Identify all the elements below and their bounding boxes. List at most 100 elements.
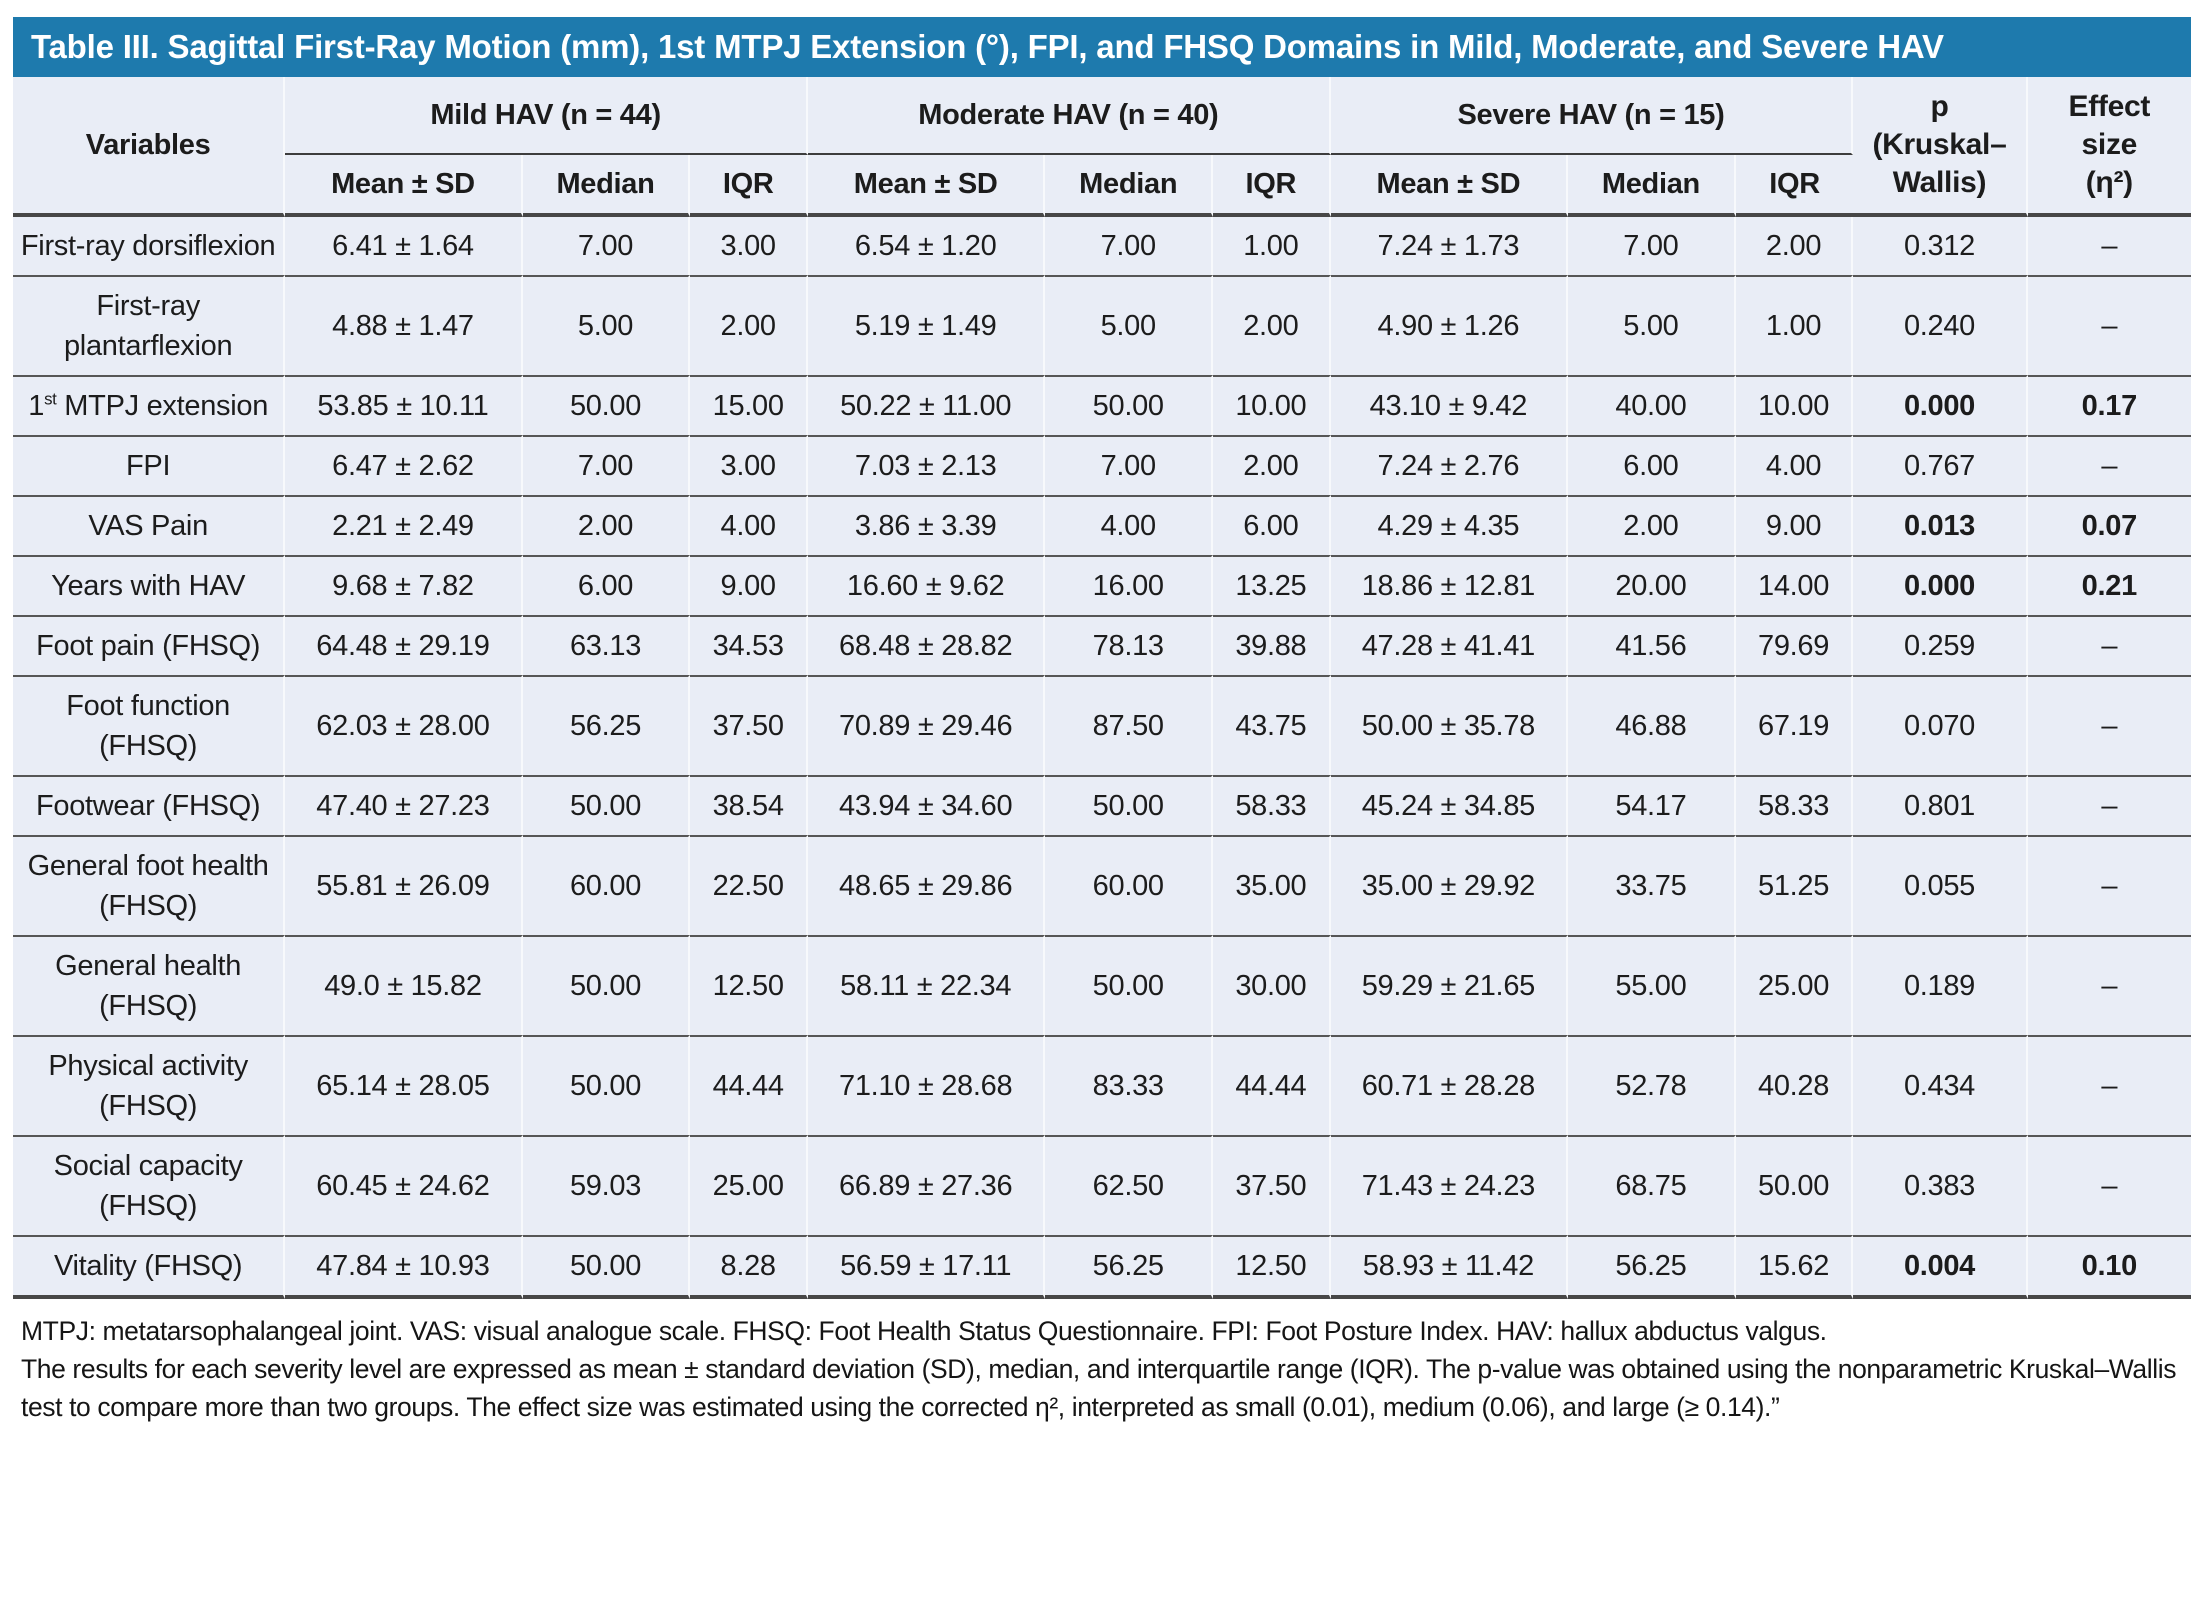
cell-moderate-median: 50.00 [1045, 935, 1214, 1035]
table-row: FPI 6.47 ± 2.62 7.00 3.00 7.03 ± 2.13 7.… [13, 435, 2191, 495]
cell-moderate-median: 4.00 [1045, 495, 1214, 555]
table-content: Table III. Sagittal First-Ray Motion (mm… [13, 17, 2191, 1426]
column-header-p-kruskal-wallis: p (Kruskal– Wallis) [1853, 77, 2028, 217]
cell-effect-size: 0.10 [2027, 1235, 2191, 1299]
cell-severe-median: 40.00 [1568, 375, 1736, 435]
cell-mild-median: 59.03 [522, 1135, 691, 1235]
cell-mild-median: 63.13 [522, 615, 691, 675]
row-variable-label: 1st MTPJ extension [13, 375, 286, 435]
cell-severe-iqr: 67.19 [1735, 675, 1854, 775]
table-body: First-ray dorsiflexion 6.41 ± 1.64 7.00 … [13, 217, 2191, 1299]
cell-moderate-iqr: 6.00 [1213, 495, 1331, 555]
cell-moderate-mean-sd: 56.59 ± 17.11 [807, 1235, 1046, 1299]
cell-mild-iqr: 37.50 [690, 675, 808, 775]
cell-mild-mean-sd: 55.81 ± 26.09 [285, 835, 523, 935]
row-variable-label: Social capacity (FHSQ) [13, 1135, 286, 1235]
cell-mild-mean-sd: 65.14 ± 28.05 [285, 1035, 523, 1135]
cell-mild-median: 50.00 [522, 935, 691, 1035]
cell-severe-median: 68.75 [1568, 1135, 1736, 1235]
cell-effect-size: – [2027, 275, 2191, 375]
cell-mild-mean-sd: 47.84 ± 10.93 [285, 1235, 523, 1299]
cell-mild-mean-sd: 6.47 ± 2.62 [285, 435, 523, 495]
table-row: Years with HAV 9.68 ± 7.82 6.00 9.00 16.… [13, 555, 2191, 615]
row-variable-label: Foot pain (FHSQ) [13, 615, 286, 675]
cell-mild-mean-sd: 60.45 ± 24.62 [285, 1135, 523, 1235]
cell-mild-mean-sd: 47.40 ± 27.23 [285, 775, 523, 835]
cell-severe-iqr: 50.00 [1735, 1135, 1854, 1235]
cell-mild-iqr: 25.00 [690, 1135, 808, 1235]
cell-mild-mean-sd: 4.88 ± 1.47 [285, 275, 523, 375]
cell-moderate-iqr: 2.00 [1213, 435, 1331, 495]
cell-moderate-mean-sd: 16.60 ± 9.62 [807, 555, 1046, 615]
cell-mild-median: 7.00 [523, 217, 691, 275]
cell-moderate-iqr: 58.33 [1213, 775, 1331, 835]
table-row: 1st MTPJ extension 53.85 ± 10.11 50.00 1… [13, 375, 2191, 435]
cell-severe-median: 55.00 [1568, 935, 1736, 1035]
cell-severe-median: 33.75 [1568, 835, 1736, 935]
cell-severe-median: 2.00 [1568, 495, 1736, 555]
table-row: Foot pain (FHSQ) 64.48 ± 29.19 63.13 34.… [13, 615, 2191, 675]
cell-mild-median: 60.00 [522, 835, 691, 935]
cell-p-value: 0.055 [1853, 835, 2028, 935]
table-row: VAS Pain 2.21 ± 2.49 2.00 4.00 3.86 ± 3.… [13, 495, 2191, 555]
column-header-effect-size: Effect size (η²) [2027, 77, 2191, 217]
cell-mild-iqr: 3.00 [690, 435, 808, 495]
cell-effect-size: 0.07 [2027, 495, 2191, 555]
cell-moderate-iqr: 1.00 [1213, 217, 1331, 275]
results-table: Variables Mild HAV (n = 44) Moderate HAV… [13, 77, 2191, 1299]
table-row: Footwear (FHSQ) 47.40 ± 27.23 50.00 38.5… [13, 775, 2191, 835]
row-variable-label: Physical activity (FHSQ) [13, 1035, 286, 1135]
cell-severe-mean-sd: 7.24 ± 1.73 [1331, 217, 1569, 275]
cell-severe-iqr: 79.69 [1735, 615, 1854, 675]
row-variable-label: Foot function (FHSQ) [13, 675, 286, 775]
cell-severe-mean-sd: 4.29 ± 4.35 [1330, 495, 1569, 555]
cell-moderate-median: 78.13 [1045, 615, 1214, 675]
cell-moderate-iqr: 12.50 [1213, 1235, 1331, 1299]
cell-severe-iqr: 9.00 [1735, 495, 1854, 555]
cell-severe-iqr: 51.25 [1735, 835, 1854, 935]
cell-mild-mean-sd: 6.41 ± 1.64 [285, 217, 523, 275]
cell-severe-mean-sd: 4.90 ± 1.26 [1330, 275, 1569, 375]
row-variable-label: VAS Pain [13, 495, 286, 555]
table-row: First-ray dorsiflexion 6.41 ± 1.64 7.00 … [13, 217, 2191, 275]
cell-mild-iqr: 22.50 [690, 835, 808, 935]
row-variable-label: Years with HAV [13, 555, 286, 615]
cell-effect-size: – [2027, 835, 2191, 935]
cell-severe-iqr: 4.00 [1735, 435, 1854, 495]
cell-mild-iqr: 3.00 [690, 217, 808, 275]
table-row: Foot function (FHSQ) 62.03 ± 28.00 56.25… [13, 675, 2191, 775]
cell-severe-mean-sd: 59.29 ± 21.65 [1330, 935, 1569, 1035]
cell-severe-iqr: 14.00 [1735, 555, 1854, 615]
cell-mild-mean-sd: 53.85 ± 10.11 [285, 375, 523, 435]
row-variable-label: Footwear (FHSQ) [13, 775, 286, 835]
table-title: Table III. Sagittal First-Ray Motion (mm… [31, 28, 1944, 65]
cell-moderate-mean-sd: 68.48 ± 28.82 [807, 615, 1046, 675]
subcolumn-mild-iqr: IQR [690, 155, 808, 217]
column-group-mild: Mild HAV (n = 44) [285, 77, 808, 155]
table-row: Physical activity (FHSQ) 65.14 ± 28.05 5… [13, 1035, 2191, 1135]
cell-severe-mean-sd: 47.28 ± 41.41 [1330, 615, 1569, 675]
cell-moderate-median: 56.25 [1045, 1235, 1214, 1299]
table-row: Social capacity (FHSQ) 60.45 ± 24.62 59.… [13, 1135, 2191, 1235]
cell-mild-iqr: 44.44 [690, 1035, 808, 1135]
cell-severe-iqr: 25.00 [1735, 935, 1854, 1035]
cell-mild-iqr: 34.53 [690, 615, 808, 675]
cell-mild-median: 5.00 [522, 275, 691, 375]
cell-mild-iqr: 4.00 [690, 495, 808, 555]
cell-severe-iqr: 15.62 [1735, 1235, 1854, 1299]
footnote-abbreviations: MTPJ: metatarsophalangeal joint. VAS: vi… [21, 1316, 1827, 1346]
row-variable-label: FPI [13, 435, 286, 495]
cell-severe-mean-sd: 7.24 ± 2.76 [1330, 435, 1569, 495]
cell-effect-size: 0.17 [2027, 375, 2191, 435]
cell-effect-size: – [2027, 1035, 2191, 1135]
row-variable-label: First-ray dorsiflexion [13, 217, 286, 275]
cell-effect-size: – [2027, 675, 2191, 775]
cell-severe-mean-sd: 60.71 ± 28.28 [1330, 1035, 1569, 1135]
cell-p-value: 0.240 [1853, 275, 2028, 375]
cell-moderate-mean-sd: 66.89 ± 27.36 [807, 1135, 1046, 1235]
cell-mild-median: 50.00 [522, 375, 691, 435]
cell-p-value: 0.801 [1853, 775, 2028, 835]
cell-moderate-iqr: 43.75 [1213, 675, 1331, 775]
cell-severe-mean-sd: 35.00 ± 29.92 [1330, 835, 1569, 935]
